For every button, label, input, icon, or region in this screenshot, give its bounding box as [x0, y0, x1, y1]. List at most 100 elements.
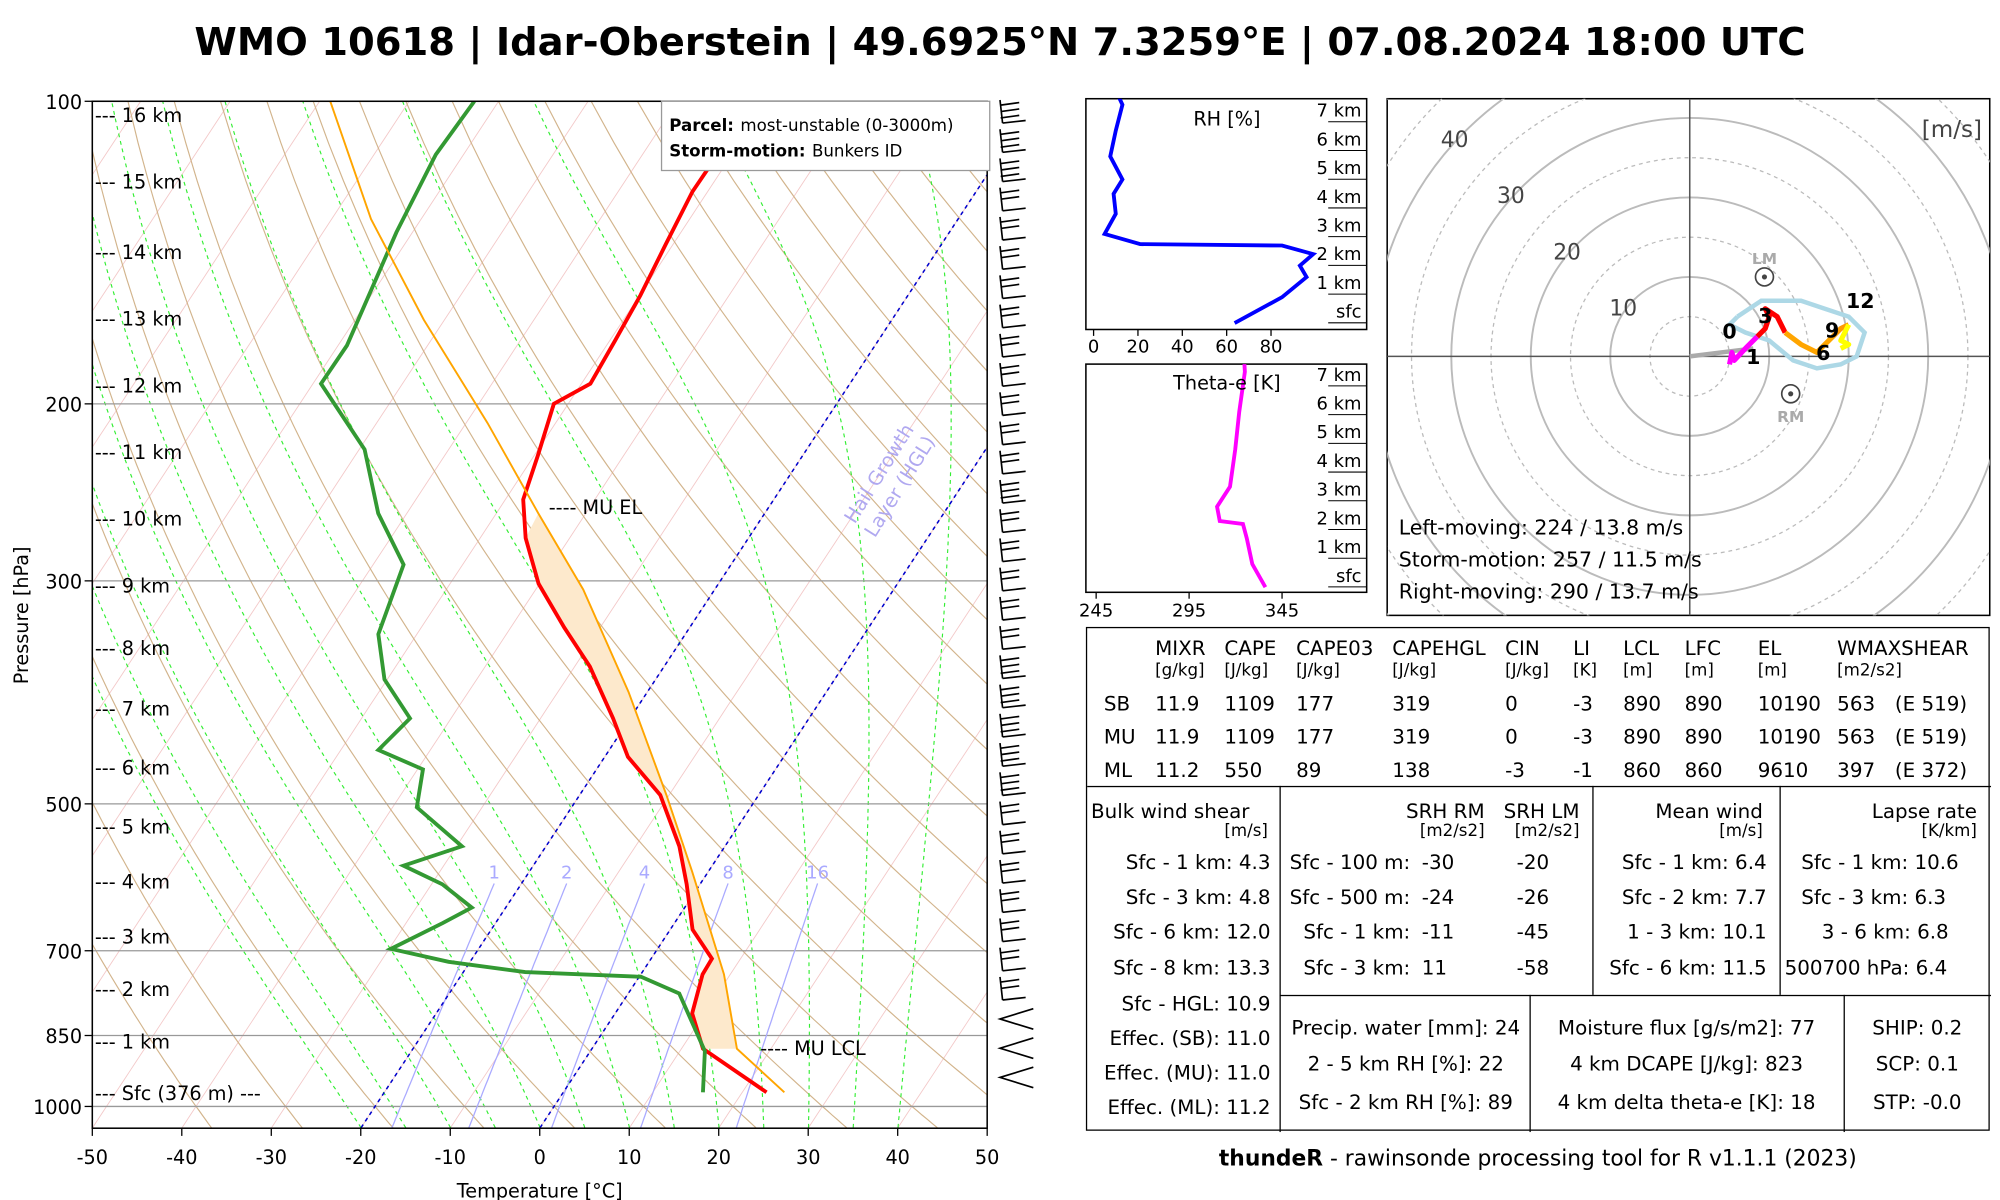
table-cell: 563 — [1837, 725, 1876, 749]
hodograph-envelope — [1725, 298, 1868, 371]
wind-barb-tick — [1002, 850, 1026, 855]
wind-barb-tick — [1002, 207, 1026, 212]
lm-label: LM — [1752, 250, 1777, 268]
wind-barb — [999, 216, 1026, 241]
x-axis-label: Temperature [°C] — [456, 1179, 623, 1200]
wind-barb-tick — [1000, 195, 1020, 201]
wind-barb — [999, 158, 1026, 183]
footer: thundeR - rawinsonde processing tool for… — [1086, 1146, 1990, 1172]
wind-barb-tick — [1000, 101, 1020, 106]
table-cell: 1109 — [1224, 725, 1275, 749]
bulk-shear-title: Bulk wind shear — [1091, 799, 1250, 824]
header-li: LI — [1573, 637, 1591, 661]
dry-adiabat-line — [219, 101, 938, 1129]
wind-barb-tick — [1000, 786, 1020, 792]
mixing-ratio-line — [468, 883, 568, 1128]
wind-barb-tick — [1000, 949, 1020, 954]
table-cell: -3 — [1573, 725, 1593, 749]
height-label: --- 10 km — [95, 508, 182, 531]
table-cell: 319 — [1392, 692, 1431, 716]
hgl-isotherm-line — [360, 173, 988, 1129]
wind-barb-tick — [1000, 423, 1020, 428]
rh-x-tick-label: 20 — [1127, 337, 1150, 358]
y-tick-label: 1000 — [33, 1096, 82, 1119]
wind-barb-tick — [1000, 803, 1020, 808]
wind-barb-tick — [1000, 890, 1020, 896]
table-cell: 11.2 — [1155, 758, 1200, 783]
hodograph-height-mark: 3 — [1758, 304, 1772, 328]
wind-barb-tick — [1000, 108, 1020, 113]
header-lcl: LCL — [1623, 637, 1660, 661]
wind-barb — [999, 509, 1026, 534]
hodograph-segment-9-12km — [1838, 323, 1852, 351]
wind-barb-tick — [1002, 236, 1026, 241]
hodograph-height-mark: 1 — [1746, 345, 1760, 369]
hodograph-segment-0-1km — [1726, 334, 1760, 365]
hodograph-grid — [1387, 98, 1990, 616]
wind-barb-tick — [1000, 744, 1020, 750]
x-tick-label: 40 — [885, 1146, 909, 1169]
table-cell: 550 — [1224, 758, 1263, 783]
table-cell: 1109 — [1224, 692, 1275, 716]
wind-barb-tick — [1000, 546, 1020, 551]
moist-adiabat-line — [92, 211, 541, 1128]
wind-barb-tick — [1000, 517, 1020, 522]
wind-barb — [999, 684, 1026, 709]
hodograph-segment-3-6km — [1783, 330, 1835, 355]
header-unit: [m] — [1757, 661, 1787, 681]
moisture-flux-param: Moisture flux [g/s/m2]: 77 — [1557, 1016, 1816, 1040]
table-cell: 890 — [1684, 692, 1723, 716]
divider — [1087, 785, 1992, 788]
mixing-ratio-line — [391, 883, 495, 1128]
moisture-param: 2 - 5 km RH [%]: 22 — [1307, 1052, 1504, 1076]
dry-adiabat-line — [312, 101, 988, 1024]
moist-adiabat-line — [402, 101, 765, 1128]
wind-barb-tick — [1000, 173, 1020, 178]
table-cell: -1 — [1573, 758, 1593, 783]
theta-e-height-label: 1 km — [1317, 537, 1362, 558]
x-tick-label: -50 — [77, 1146, 108, 1169]
mixing-ratio-line — [551, 883, 646, 1128]
header-unit: [J/kg] — [1392, 661, 1437, 681]
wind-barb — [999, 742, 1026, 767]
bulk-shear-row: Sfc - 3 km: 4.8 — [1125, 885, 1271, 909]
wind-barb-tick — [1000, 225, 1020, 230]
y-axis-label: Pressure [hPa] — [10, 546, 33, 684]
mixing-ratio-line — [735, 883, 819, 1128]
bulk-shear-row: Effec. (SB): 11.0 — [1109, 1026, 1271, 1050]
table-cell: -3 — [1505, 758, 1525, 783]
height-label: --- 14 km — [95, 241, 182, 264]
wind-barb-tick — [1000, 669, 1020, 675]
rm-marker-dot — [1788, 391, 1794, 397]
header-unit: [g/kg] — [1155, 661, 1205, 681]
dry-adiabat-line — [497, 101, 988, 751]
theta-e-height-label: 7 km — [1317, 365, 1362, 386]
height-label: --- 4 km — [95, 870, 170, 893]
hodograph-ring-label: 20 — [1553, 240, 1581, 265]
srh-rm-value: -30 — [1421, 851, 1455, 875]
row-label-mu: MU — [1103, 725, 1136, 749]
lapse-rate-row: 500700 hPa: 6.4 — [1784, 956, 1948, 980]
x-tick-label: 30 — [796, 1146, 820, 1169]
hodograph-data: 01 3 69 12 LM RM — [1689, 250, 1875, 426]
dry-adiabat-line — [92, 148, 666, 1129]
header-cape03: CAPE03 — [1296, 637, 1374, 661]
y-tick-label: 700 — [45, 940, 82, 963]
x-tick-label: -20 — [345, 1146, 376, 1169]
theta-e-x-tick-label: 295 — [1172, 601, 1206, 622]
wind-barb-tick — [1000, 598, 1020, 603]
hodograph-ring-label: 30 — [1497, 184, 1525, 209]
legend-storm-label: Storm-motion: — [669, 141, 805, 160]
moisture-param: Precip. water [mm]: 24 — [1291, 1016, 1521, 1040]
divider — [1843, 994, 1846, 1133]
wind-barb-tick — [1000, 634, 1020, 639]
height-label: --- 13 km — [95, 308, 182, 331]
wind-barb-tick — [1000, 371, 1020, 376]
wind-barb-tick — [1000, 254, 1020, 259]
height-label: --- Sfc (376 m) --- — [95, 1082, 261, 1105]
mean-wind-row: Sfc - 2 km: 7.7 — [1621, 885, 1767, 909]
skewt-axes: 1 2 4 8 16 -50 -40 -30 -20 -10 0 10 20 30 40 50 100 200 30… — [10, 91, 999, 1200]
wind-barb-tick — [1000, 277, 1020, 282]
